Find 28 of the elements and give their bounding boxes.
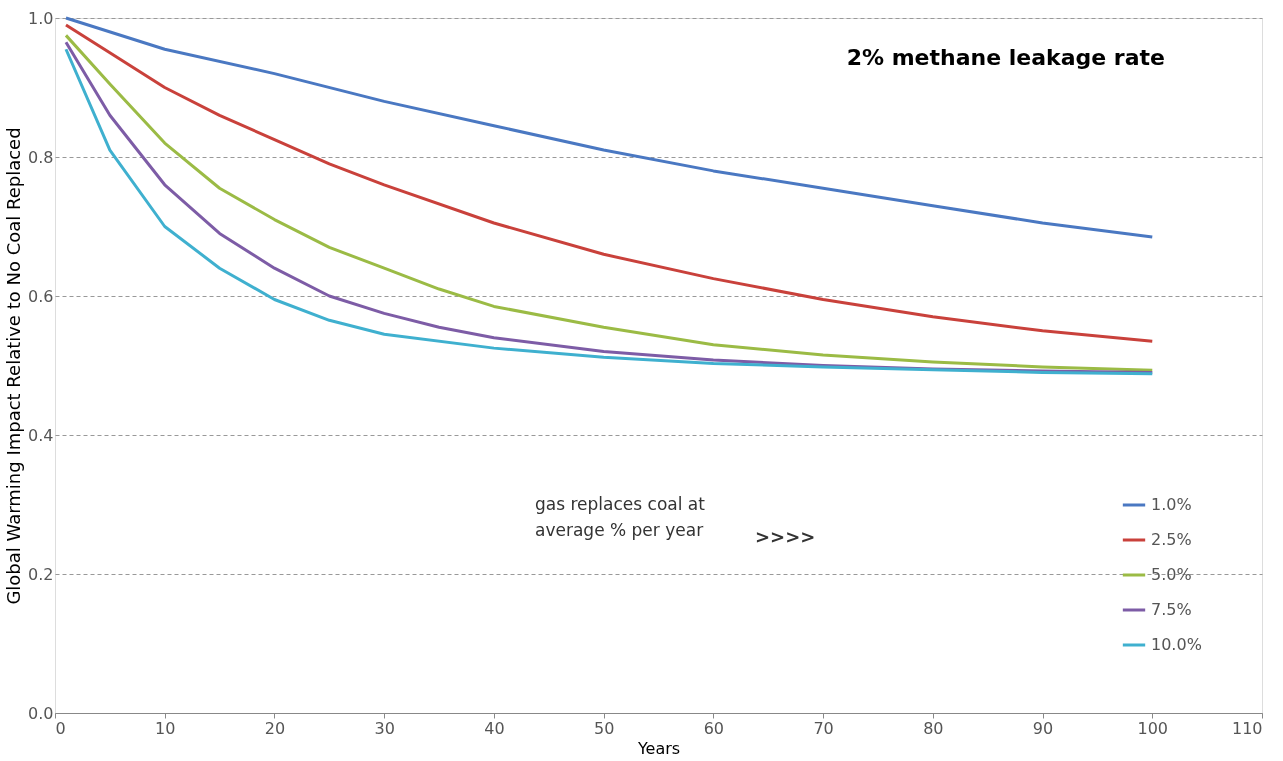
legend-label: 7.5%	[1151, 600, 1192, 619]
annotation: >>>>	[755, 526, 816, 547]
x-tick-label: 30	[374, 718, 395, 738]
legend-label: 10.0%	[1151, 635, 1202, 654]
y-tick-label: 0.2	[28, 564, 54, 584]
x-tick-label: 70	[813, 718, 834, 738]
x-axis-title: Years	[636, 738, 681, 758]
x-tick-label: 0	[55, 718, 66, 738]
x-tick-label: 40	[484, 718, 505, 738]
legend-label: 5.0%	[1151, 565, 1192, 584]
x-tick-label: 80	[923, 718, 944, 738]
x-tick-label: 110	[1231, 718, 1263, 738]
x-tick-label: 20	[264, 718, 286, 738]
y-tick-label: 1.0	[28, 8, 54, 28]
x-tick-label: 50	[593, 718, 615, 738]
y-tick-label: 0.4	[28, 425, 54, 445]
y-tick-label: 0.8	[28, 147, 54, 167]
y-tick-label: 0.6	[28, 286, 54, 306]
x-tick-label: 100	[1137, 718, 1169, 738]
legend-label: 2.5%	[1151, 530, 1192, 549]
legend-label: 1.0%	[1151, 495, 1192, 514]
x-tick-label: 10	[155, 718, 176, 738]
y-axis-title: Global Warming Impact Relative to No Coal Replaced	[3, 127, 25, 605]
text: 2% methane leakage rate	[846, 45, 1165, 70]
x-tick-label: 90	[1032, 718, 1054, 738]
x-tick-label: 60	[703, 718, 725, 738]
annotation: gas replaces coal at average % per year	[535, 494, 706, 540]
y-tick-label: 0.0	[28, 703, 54, 723]
